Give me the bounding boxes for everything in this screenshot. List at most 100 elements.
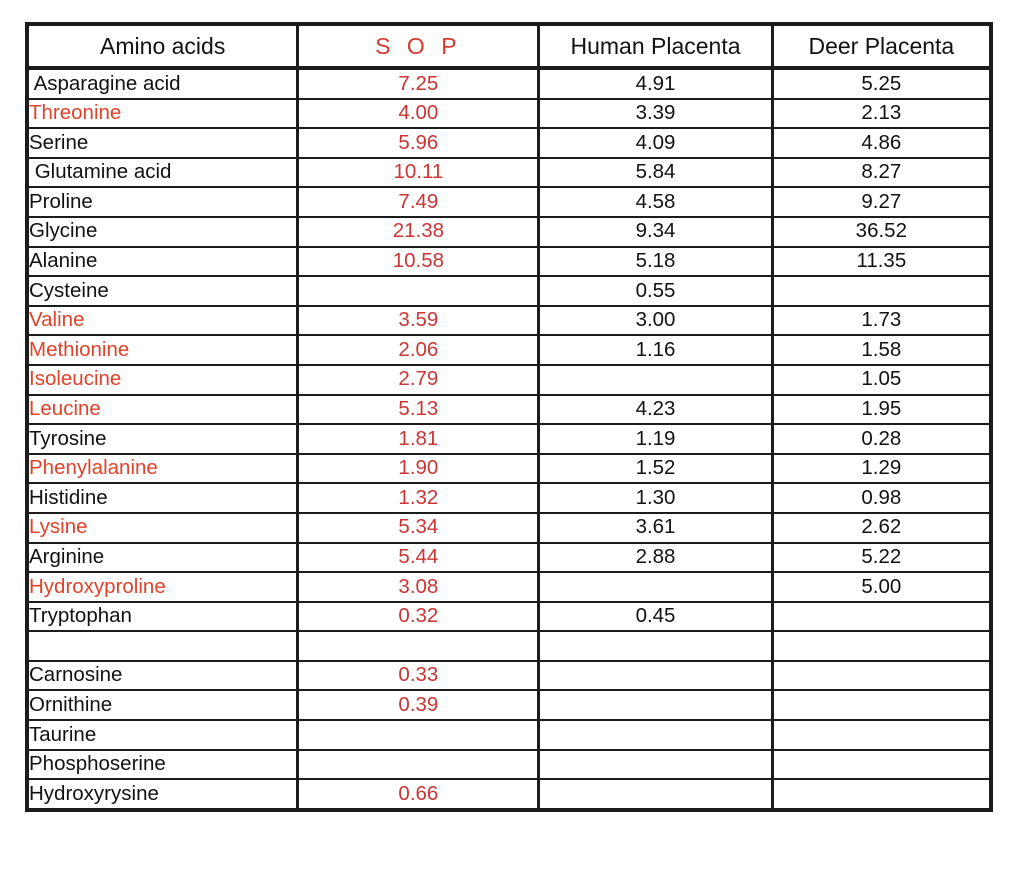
human-placenta-value-cell: 0.55 — [537, 275, 774, 307]
human-placenta-value-cell: 4.58 — [537, 186, 774, 218]
amino-acid-name-cell: Lysine — [25, 511, 300, 544]
human-placenta-value-cell — [537, 719, 774, 751]
sop-value-cell — [296, 630, 541, 662]
sop-value-cell: 2.79 — [296, 363, 541, 396]
table-row: Carnosine 0.33 — [25, 659, 993, 692]
sop-value-cell: 10.11 — [296, 156, 541, 189]
table-body: Asparagine acid 7.25 4.91 5.25 Threonine 4.00… — [25, 67, 993, 811]
amino-acid-name-cell: Histidine — [25, 482, 300, 514]
human-placenta-value-cell — [537, 630, 774, 662]
sop-value-cell: 1.32 — [296, 482, 541, 514]
deer-placenta-value-cell: 2.13 — [770, 97, 993, 130]
table-row: Lysine 5.34 3.61 2.62 — [25, 511, 993, 544]
header-amino-acids: Amino acids — [25, 23, 300, 70]
deer-placenta-value-cell: 8.27 — [770, 156, 993, 189]
deer-placenta-value-cell — [770, 630, 993, 662]
human-placenta-value-cell — [537, 363, 774, 396]
sop-value-cell: 5.96 — [296, 127, 541, 159]
amino-acid-name-cell — [25, 630, 300, 662]
header-row: Amino acids S O P Human Placenta Deer Pl… — [25, 23, 993, 70]
amino-acid-name-cell: Valine — [25, 304, 300, 337]
human-placenta-value-cell: 2.88 — [537, 541, 774, 574]
sop-value-cell: 0.33 — [296, 659, 541, 692]
amino-acid-table: Amino acids S O P Human Placenta Deer Pl… — [25, 22, 993, 812]
deer-placenta-value-cell: 1.58 — [770, 334, 993, 366]
amino-acid-name-cell: Alanine — [25, 245, 300, 278]
human-placenta-value-cell — [537, 659, 774, 692]
sop-value-cell: 5.44 — [296, 541, 541, 574]
sop-value-cell: 1.81 — [296, 423, 541, 455]
human-placenta-value-cell: 1.19 — [537, 423, 774, 455]
deer-placenta-value-cell: 1.29 — [770, 452, 993, 485]
amino-acid-name-cell: Asparagine acid — [25, 67, 300, 100]
amino-acid-name-cell: Isoleucine — [25, 363, 300, 396]
deer-placenta-value-cell: 2.62 — [770, 511, 993, 544]
human-placenta-value-cell — [537, 571, 774, 603]
deer-placenta-value-cell — [770, 778, 993, 811]
sop-value-cell: 10.58 — [296, 245, 541, 278]
deer-placenta-value-cell: 4.86 — [770, 127, 993, 159]
table-row: Alanine 10.58 5.18 11.35 — [25, 245, 993, 278]
amino-acid-name-cell: Threonine — [25, 97, 300, 130]
table-row: Arginine 5.44 2.88 5.22 — [25, 541, 993, 574]
amino-acid-name-cell: Proline — [25, 186, 300, 218]
human-placenta-value-cell — [537, 748, 774, 781]
amino-acid-name-cell: Phenylalanine — [25, 452, 300, 485]
table-row: Tryptophan 0.32 0.45 — [25, 600, 993, 633]
table-row: Ornithine 0.39 — [25, 689, 993, 722]
sop-value-cell: 7.25 — [296, 67, 541, 100]
deer-placenta-value-cell — [770, 600, 993, 633]
human-placenta-value-cell: 9.34 — [537, 215, 774, 248]
sop-value-cell: 4.00 — [296, 97, 541, 130]
table-row: Valine 3.59 3.00 1.73 — [25, 304, 993, 337]
amino-acid-name-cell: Carnosine — [25, 659, 300, 692]
table-row — [25, 630, 993, 662]
human-placenta-value-cell: 4.91 — [537, 67, 774, 100]
table-row: Isoleucine 2.79 1.05 — [25, 363, 993, 396]
human-placenta-value-cell — [537, 689, 774, 722]
amino-acid-name-cell: Serine — [25, 127, 300, 159]
amino-acid-name-cell: Taurine — [25, 719, 300, 751]
header-sop: S O P — [296, 23, 541, 70]
sop-value-cell: 5.13 — [296, 393, 541, 426]
human-placenta-value-cell: 5.18 — [537, 245, 774, 278]
deer-placenta-value-cell — [770, 659, 993, 692]
deer-placenta-value-cell: 1.73 — [770, 304, 993, 337]
deer-placenta-value-cell: 1.05 — [770, 363, 993, 396]
amino-acid-name-cell: Cysteine — [25, 275, 300, 307]
deer-placenta-value-cell: 5.00 — [770, 571, 993, 603]
amino-acid-name-cell: Tryptophan — [25, 600, 300, 633]
header-deer-placenta: Deer Placenta — [770, 23, 993, 70]
sop-value-cell: 1.90 — [296, 452, 541, 485]
deer-placenta-value-cell — [770, 689, 993, 722]
deer-placenta-value-cell: 0.98 — [770, 482, 993, 514]
sop-value-cell: 2.06 — [296, 334, 541, 366]
deer-placenta-value-cell — [770, 748, 993, 781]
sop-value-cell — [296, 275, 541, 307]
table-row: Leucine 5.13 4.23 1.95 — [25, 393, 993, 426]
sop-value-cell: 0.39 — [296, 689, 541, 722]
table-header: Amino acids S O P Human Placenta Deer Pl… — [25, 23, 993, 70]
header-human-placenta: Human Placenta — [537, 23, 774, 70]
table-row: Serine 5.96 4.09 4.86 — [25, 127, 993, 159]
human-placenta-value-cell: 5.84 — [537, 156, 774, 189]
deer-placenta-value-cell — [770, 719, 993, 751]
deer-placenta-value-cell: 9.27 — [770, 186, 993, 218]
sop-value-cell: 0.32 — [296, 600, 541, 633]
sop-value-cell: 21.38 — [296, 215, 541, 248]
table-row: Threonine 4.00 3.39 2.13 — [25, 97, 993, 130]
deer-placenta-value-cell: 5.25 — [770, 67, 993, 100]
human-placenta-value-cell: 1.52 — [537, 452, 774, 485]
sop-value-cell — [296, 719, 541, 751]
amino-acid-name-cell: Ornithine — [25, 689, 300, 722]
human-placenta-value-cell: 3.39 — [537, 97, 774, 130]
table-row: Histidine 1.32 1.30 0.98 — [25, 482, 993, 514]
sop-value-cell: 7.49 — [296, 186, 541, 218]
table-row: Hydroxyrysine 0.66 — [25, 778, 993, 811]
human-placenta-value-cell: 4.23 — [537, 393, 774, 426]
amino-acid-name-cell: Methionine — [25, 334, 300, 366]
sop-value-cell: 3.08 — [296, 571, 541, 603]
table-row: Hydroxyproline 3.08 5.00 — [25, 571, 993, 603]
amino-acid-name-cell: Glutamine acid — [25, 156, 300, 189]
table-row: Tyrosine 1.81 1.19 0.28 — [25, 423, 993, 455]
